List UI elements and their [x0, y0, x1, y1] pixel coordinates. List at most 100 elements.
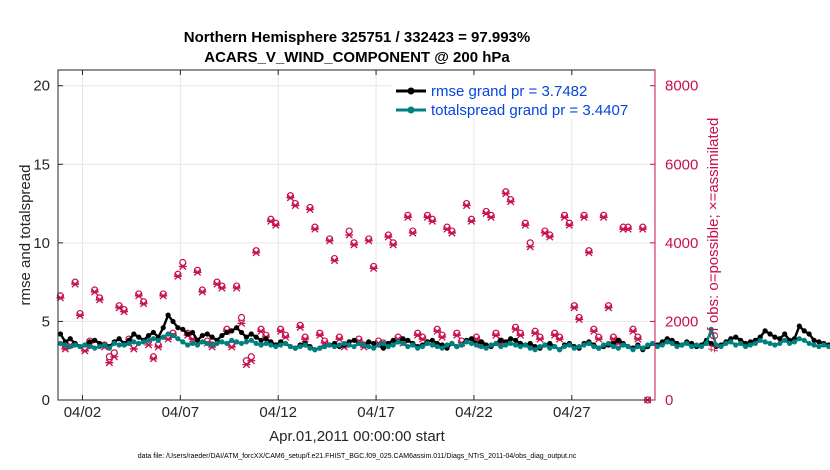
obs-assimilated-marker — [628, 327, 637, 335]
totalspread-marker — [96, 343, 103, 350]
obs-assimilated-marker — [594, 335, 603, 343]
obs-assimilated-marker — [217, 284, 226, 292]
obs-assimilated-marker — [80, 347, 89, 355]
obs-possible-marker — [110, 349, 118, 357]
obs-possible-marker — [267, 215, 275, 223]
totalspread-marker — [591, 343, 597, 350]
totalspread-marker — [111, 340, 117, 347]
obs-assimilated-marker — [242, 360, 251, 369]
legend-rmse-marker — [407, 87, 415, 95]
rmse-marker — [67, 336, 73, 342]
y-axis-label: rmse and totalspread — [17, 165, 34, 306]
obs-possible-marker — [467, 215, 476, 223]
obs-assimilated-marker — [384, 233, 393, 241]
totalspread-marker — [703, 340, 709, 347]
obs-assimilated-marker — [345, 231, 354, 239]
rmse-marker — [57, 331, 64, 337]
totalspread-marker — [777, 340, 783, 347]
y2-tick-label: 6000 — [665, 156, 698, 173]
obs-assimilated-marker — [296, 323, 305, 331]
totalspread-marker — [782, 337, 788, 343]
rmse-marker — [160, 325, 166, 331]
totalspread-marker — [625, 343, 631, 350]
totalspread-marker — [214, 340, 220, 347]
totalspread-marker — [728, 339, 734, 345]
totalspread-marker — [791, 339, 798, 345]
totalspread-marker — [400, 340, 406, 347]
x-tick-label: 04/27 — [553, 404, 591, 421]
totalspread-marker — [552, 343, 558, 350]
totalspread-marker — [356, 340, 362, 347]
y2-tick-label: 8000 — [665, 78, 698, 95]
rmse-marker — [165, 312, 171, 318]
totalspread-marker — [669, 340, 675, 347]
totalspread-marker — [297, 343, 303, 350]
obs-assimilated-marker — [173, 272, 182, 280]
totalspread-marker — [312, 347, 318, 353]
legend-box — [392, 76, 650, 118]
obs-assimilated-marker — [193, 268, 202, 276]
obs-assimilated-marker — [511, 325, 520, 333]
obs-assimilated-marker — [482, 209, 491, 218]
totalspread-marker — [429, 342, 435, 348]
obs-possible-marker — [482, 207, 490, 216]
totalspread-marker — [116, 342, 122, 348]
totalspread-marker — [175, 336, 181, 342]
rmse-marker — [366, 339, 372, 345]
obs-possible-marker — [453, 329, 461, 337]
rmse-marker — [87, 339, 93, 345]
obs-assimilated-marker — [408, 229, 417, 237]
rmse-marker — [150, 329, 157, 336]
rmse-marker — [498, 337, 504, 343]
totalspread-marker — [229, 337, 235, 343]
totalspread-marker — [478, 343, 484, 350]
obs-possible-marker — [595, 333, 603, 341]
obs-assimilated-marker — [76, 311, 85, 320]
totalspread-marker — [596, 345, 602, 351]
totalspread-marker — [517, 343, 524, 350]
y2-tick-label: 4000 — [665, 235, 698, 252]
totalspread-marker — [439, 345, 445, 351]
obs-assimilated-marker — [105, 359, 114, 367]
rmse-marker — [767, 331, 773, 337]
obs-assimilated-marker — [154, 343, 163, 351]
x-tick-label: 04/02 — [64, 404, 102, 421]
totalspread-marker — [786, 340, 793, 347]
totalspread-marker — [684, 340, 690, 347]
obs-possible-marker — [350, 239, 358, 247]
obs-possible-marker — [541, 227, 549, 235]
obs-possible-marker — [433, 325, 441, 333]
obs-assimilated-marker — [389, 241, 398, 249]
totalspread-marker — [371, 345, 377, 351]
obs-possible-marker — [193, 266, 202, 274]
obs-assimilated-marker — [580, 213, 589, 221]
obs-possible-marker — [76, 309, 84, 318]
totalspread-marker — [263, 340, 269, 347]
totalspread-marker — [659, 342, 665, 348]
totalspread-marker — [375, 342, 382, 348]
totalspread-marker — [635, 343, 641, 350]
obs-assimilated-marker — [310, 225, 319, 233]
totalspread-marker — [718, 343, 724, 350]
obs-assimilated-marker — [237, 319, 246, 328]
obs-possible-marker — [507, 196, 515, 204]
totalspread-marker — [141, 339, 147, 345]
rmse-marker — [219, 332, 225, 339]
y-tick-label: 20 — [33, 78, 50, 95]
rmse-marker — [175, 325, 181, 331]
totalspread-marker — [434, 343, 440, 350]
totalspread-marker — [219, 339, 225, 345]
obs-assimilated-marker — [433, 327, 442, 335]
obs-possible-marker — [277, 325, 285, 333]
totalspread-marker — [796, 336, 802, 342]
obs-possible-marker — [159, 290, 167, 298]
chart-title-line-2: ACARS_V_WIND_COMPONENT @ 200 hPa — [204, 49, 510, 66]
x-tick-label: 04/12 — [259, 404, 297, 421]
rmse-marker — [796, 323, 802, 329]
totalspread-marker — [204, 340, 210, 347]
plot-frame — [57, 69, 656, 401]
obs-possible-marker — [213, 278, 221, 286]
obs-assimilated-marker — [291, 201, 300, 210]
totalspread-marker — [292, 345, 298, 351]
